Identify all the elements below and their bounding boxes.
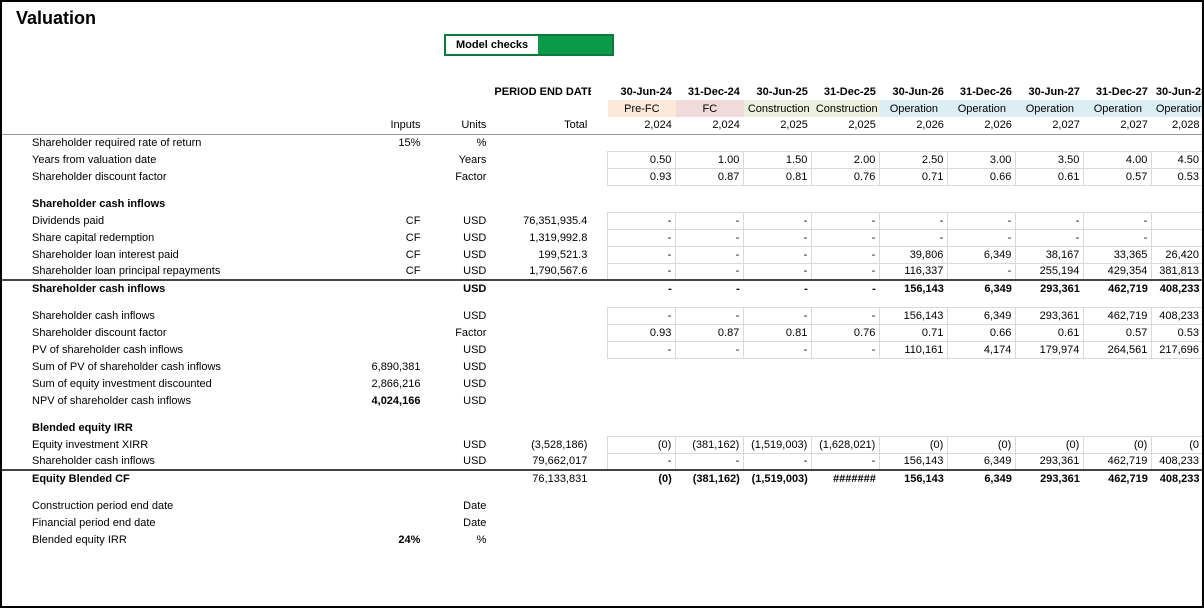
row-sdf2: Shareholder discount factor Factor 0.93 … [2, 324, 1204, 341]
valuation-sheet: Valuation Model checks PERIOD END DATE 3… [0, 0, 1204, 608]
header-date-row: PERIOD END DATE 30-Jun-24 31-Dec-24 30-J… [2, 83, 1204, 100]
row-sci3: Shareholder cash inflows USD 79,662,017 … [2, 453, 1204, 470]
row-cped: Construction period end date Date [2, 497, 1204, 514]
header-labels-row: Inputs Units Total 2,024 2,024 2,025 2,0… [2, 117, 1204, 134]
header-phase-row: Pre-FC FC Construction Construction Oper… [2, 100, 1204, 117]
row-pv: PV of shareholder cash inflows USD - - -… [2, 341, 1204, 358]
row-birr: Blended equity IRR 24% % [2, 531, 1204, 548]
row-sci2: Shareholder cash inflows USD - - - - 156… [2, 307, 1204, 324]
row-dividends: Dividends paid CF USD 76,351,935.4 - - -… [2, 212, 1204, 229]
valuation-table: PERIOD END DATE 30-Jun-24 31-Dec-24 30-J… [2, 83, 1204, 548]
model-checks-button[interactable]: Model checks [444, 34, 614, 56]
row-yfv: Years from valuation date Years 0.50 1.0… [2, 151, 1204, 168]
row-slpr: Shareholder loan principal repayments CF… [2, 263, 1204, 280]
page-title: Valuation [2, 8, 1202, 29]
row-xirr: Equity investment XIRR USD (3,528,186) (… [2, 436, 1204, 453]
row-slip: Shareholder loan interest paid CF USD 19… [2, 246, 1204, 263]
row-fped: Financial period end date Date [2, 514, 1204, 531]
section-sh-inflows: Shareholder cash inflows [2, 195, 1204, 212]
row-rrr: Shareholder required rate of return 15% … [2, 134, 1204, 151]
row-sumpv: Sum of PV of shareholder cash inflows 6,… [2, 358, 1204, 375]
row-scr: Share capital redemption CF USD 1,319,99… [2, 229, 1204, 246]
model-checks-label: Model checks [446, 39, 538, 51]
row-sci-sum: Shareholder cash inflows USD - - - - 156… [2, 280, 1204, 297]
section-blended: Blended equity IRR [2, 419, 1204, 436]
model-checks-status-bar [538, 36, 612, 54]
row-sumeq: Sum of equity investment discounted 2,86… [2, 375, 1204, 392]
row-ebcf: Equity Blended CF 76,133,831 (0) (381,16… [2, 470, 1204, 487]
row-npv: NPV of shareholder cash inflows 4,024,16… [2, 392, 1204, 409]
period-end-date-label: PERIOD END DATE [490, 83, 591, 100]
row-sdf: Shareholder discount factor Factor 0.93 … [2, 168, 1204, 185]
